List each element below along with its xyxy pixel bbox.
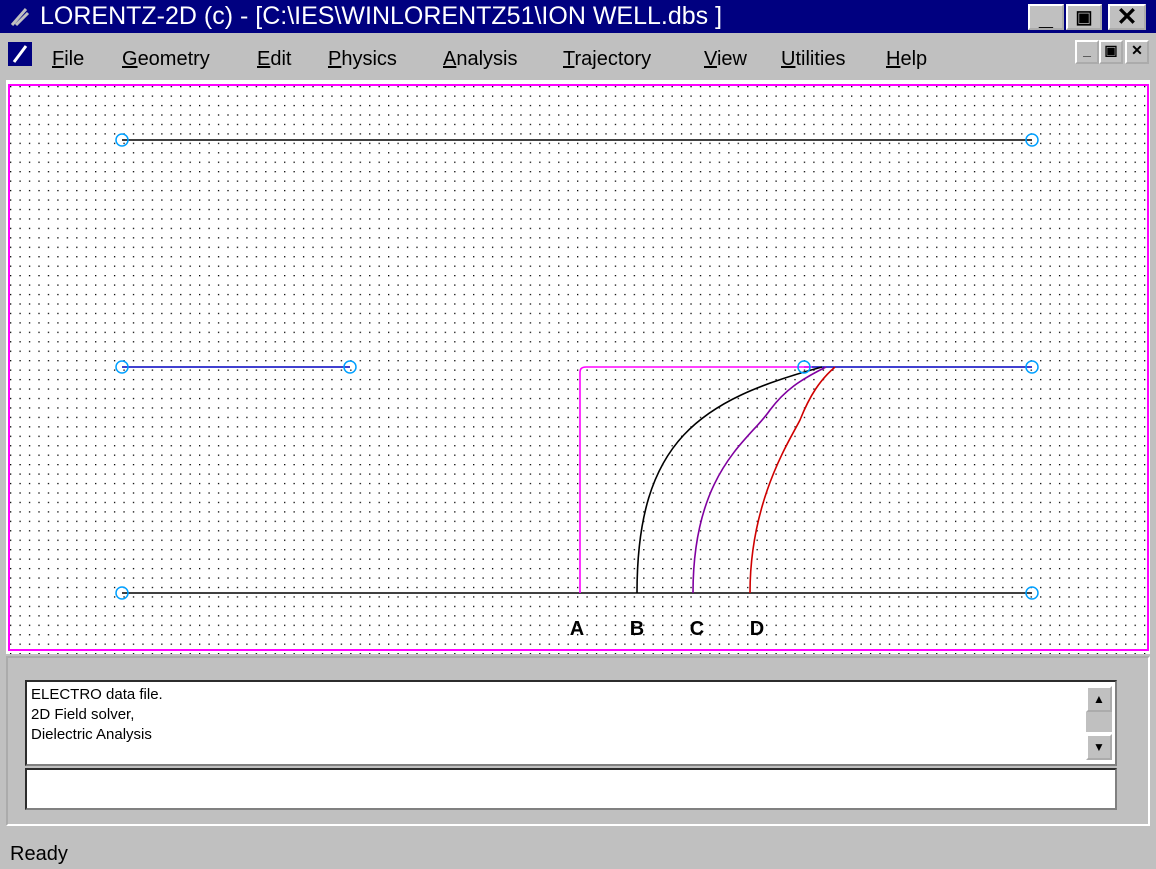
scroll-track (1086, 712, 1112, 732)
trajectory-label: B (630, 618, 644, 640)
log-line: ELECTRO data file. (31, 686, 163, 703)
menu-item[interactable]: Help (886, 48, 928, 70)
menu-item[interactable]: Physics (328, 48, 397, 70)
trajectory-label: D (750, 618, 764, 640)
app-icon (6, 5, 32, 29)
status-text: Ready (10, 843, 68, 865)
mdi-close[interactable]: ✕ (1125, 40, 1149, 64)
trajectory-label: A (570, 618, 584, 640)
title-bar: LORENTZ-2D (c) - [C:\IES\WINLORENTZ51\IO… (0, 0, 1156, 33)
mdi-restore[interactable]: ▣ (1099, 40, 1123, 64)
drawing-canvas: A B C D (6, 80, 1150, 654)
menu-item[interactable]: View (704, 48, 747, 70)
command-input[interactable] (25, 768, 1117, 810)
log-line: Dielectric Analysis (31, 726, 152, 743)
menu-item[interactable]: Utilities (781, 48, 846, 70)
menu-item[interactable]: Analysis (443, 48, 518, 70)
log-line: 2D Field solver, (31, 706, 135, 723)
doc-icon (8, 42, 32, 66)
menu-item[interactable]: Geometry (122, 48, 210, 70)
output-panel (6, 656, 1150, 826)
scroll-up[interactable]: ▲ (1086, 686, 1112, 712)
log-box: ELECTRO data file. 2D Field solver, Dielec… (25, 680, 1117, 766)
menu-item[interactable]: Edit (257, 48, 292, 70)
trajectory-label: C (690, 618, 704, 640)
maximize-button[interactable]: ▣ (1066, 4, 1102, 30)
menu-item[interactable]: Trajectory (563, 48, 652, 70)
close-button[interactable]: ✕ (1108, 4, 1146, 30)
minimize-button[interactable]: _ (1028, 4, 1064, 30)
mdi-minimize[interactable]: _ (1075, 40, 1099, 64)
window-title: LORENTZ-2D (c) - [C:\IES\WINLORENTZ51\IO… (40, 2, 723, 30)
scroll-down[interactable]: ▼ (1086, 734, 1112, 760)
menu-item[interactable]: File (52, 48, 85, 70)
menu-bar: _ ▣ ✕ File Geometry Edit Physics Analysis Tra… (0, 36, 1156, 76)
